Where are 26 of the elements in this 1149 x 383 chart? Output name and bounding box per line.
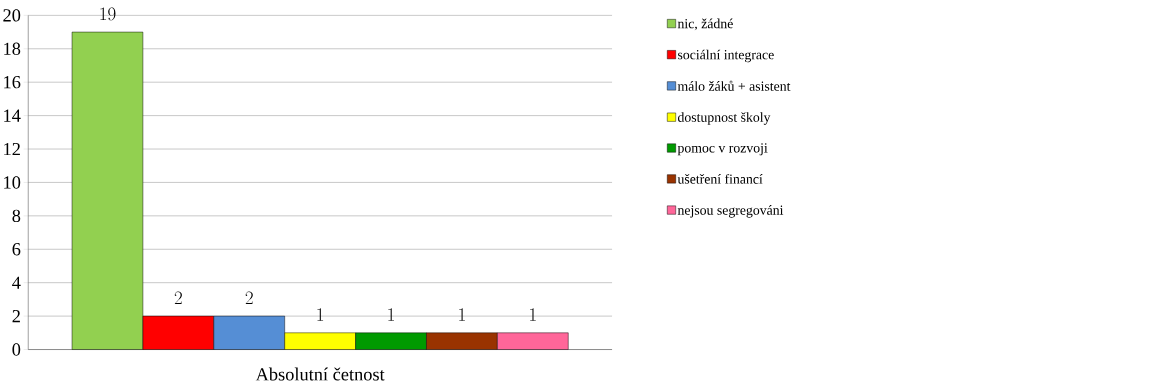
y-tick-label: 18	[4, 42, 21, 55]
y-tick-label: 10	[4, 176, 21, 189]
data-label: 1	[388, 308, 394, 321]
y-tick-label: 8	[12, 209, 21, 222]
x-tick-label: Absolutní četnost	[255, 367, 385, 381]
data-label: 1	[317, 308, 324, 321]
y-tick-label: 12	[4, 142, 20, 156]
y-tick-label: 4	[12, 276, 21, 289]
data-label: 19	[100, 7, 116, 21]
legend-label: nejsou segregováni	[677, 205, 784, 218]
legend-label: sociální integrace	[678, 49, 774, 63]
data-label: 1	[459, 308, 465, 321]
y-tick-label: 2	[12, 309, 20, 323]
y-tick-label: 0	[12, 343, 21, 356]
y-tick-label: 16	[4, 75, 21, 89]
legend-label: dostupnost školy	[677, 112, 771, 125]
legend-label: ušetření financí	[677, 173, 763, 184]
y-tick-label: 6	[12, 243, 21, 256]
data-label: 2	[174, 291, 182, 305]
legend-label: málo žáků + asistent	[677, 80, 791, 91]
y-tick-label: 14	[4, 109, 21, 122]
data-label: 2	[245, 291, 253, 305]
data-label: 1	[530, 308, 536, 321]
legend-label: pomoc v rozvoji	[677, 143, 768, 156]
legend-label: nic, žádné	[677, 18, 733, 31]
y-tick-label: 20	[3, 9, 21, 22]
